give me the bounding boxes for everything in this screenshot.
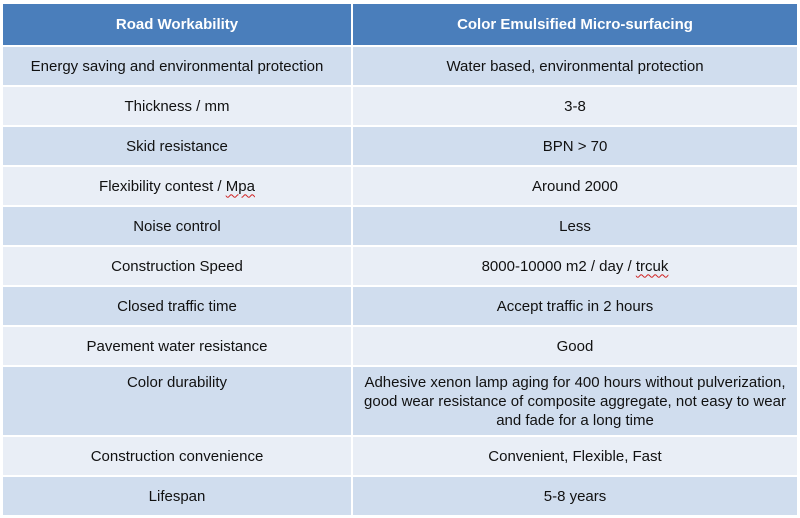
table-header-row: Road Workability Color Emulsified Micro-… — [3, 4, 797, 46]
value-cell: Accept traffic in 2 hours — [352, 285, 797, 326]
table-row: Closed traffic time Accept traffic in 2 … — [3, 285, 797, 326]
spec-table-container: Road Workability Color Emulsified Micro-… — [3, 4, 797, 515]
property-cell: Lifespan — [3, 475, 353, 515]
property-cell: Closed traffic time — [3, 285, 353, 326]
value-text: 8000-10000 m2 / day / — [481, 257, 636, 275]
table-row: Noise control Less — [3, 205, 797, 246]
table-row: Thickness / mm 3-8 — [3, 85, 797, 126]
column-header-micro-surfacing: Color Emulsified Micro-surfacing — [352, 4, 797, 46]
value-cell: Water based, environmental protection — [352, 45, 797, 86]
spellcheck-flagged-word: trcuk — [635, 257, 669, 275]
property-cell: Pavement water resistance — [3, 325, 353, 366]
table-row: Lifespan 5-8 years — [3, 475, 797, 515]
table-row: Flexibility contest / Mpa Around 2000 — [3, 165, 797, 206]
property-cell: Noise control — [3, 205, 353, 246]
property-cell: Construction convenience — [3, 435, 353, 476]
spellcheck-flagged-word: Mpa — [225, 177, 255, 195]
table-row: Color durability Adhesive xenon lamp agi… — [3, 365, 797, 436]
value-cell: 5-8 years — [352, 475, 797, 515]
property-cell: Skid resistance — [3, 125, 353, 166]
table-row: Construction convenience Convenient, Fle… — [3, 435, 797, 476]
value-cell: BPN > 70 — [352, 125, 797, 166]
table-row: Energy saving and environmental protecti… — [3, 45, 797, 86]
property-cell: Color durability — [3, 365, 353, 436]
property-cell: Energy saving and environmental protecti… — [3, 45, 353, 86]
value-cell: Less — [352, 205, 797, 246]
table-row: Pavement water resistance Good — [3, 325, 797, 366]
column-header-road-workability: Road Workability — [3, 4, 353, 46]
value-cell: 3-8 — [352, 85, 797, 126]
value-cell: Good — [352, 325, 797, 366]
table-row: Skid resistance BPN > 70 — [3, 125, 797, 166]
value-cell: Convenient, Flexible, Fast — [352, 435, 797, 476]
property-cell: Flexibility contest / Mpa — [3, 165, 353, 206]
value-cell: Adhesive xenon lamp aging for 400 hours … — [352, 365, 797, 436]
spec-comparison-table: Road Workability Color Emulsified Micro-… — [3, 4, 797, 515]
table-row: Construction Speed 8000-10000 m2 / day /… — [3, 245, 797, 286]
property-cell: Thickness / mm — [3, 85, 353, 126]
value-cell: 8000-10000 m2 / day / trcuk — [352, 245, 797, 286]
value-cell: Around 2000 — [352, 165, 797, 206]
property-text: Flexibility contest / — [99, 177, 226, 195]
property-cell: Construction Speed — [3, 245, 353, 286]
